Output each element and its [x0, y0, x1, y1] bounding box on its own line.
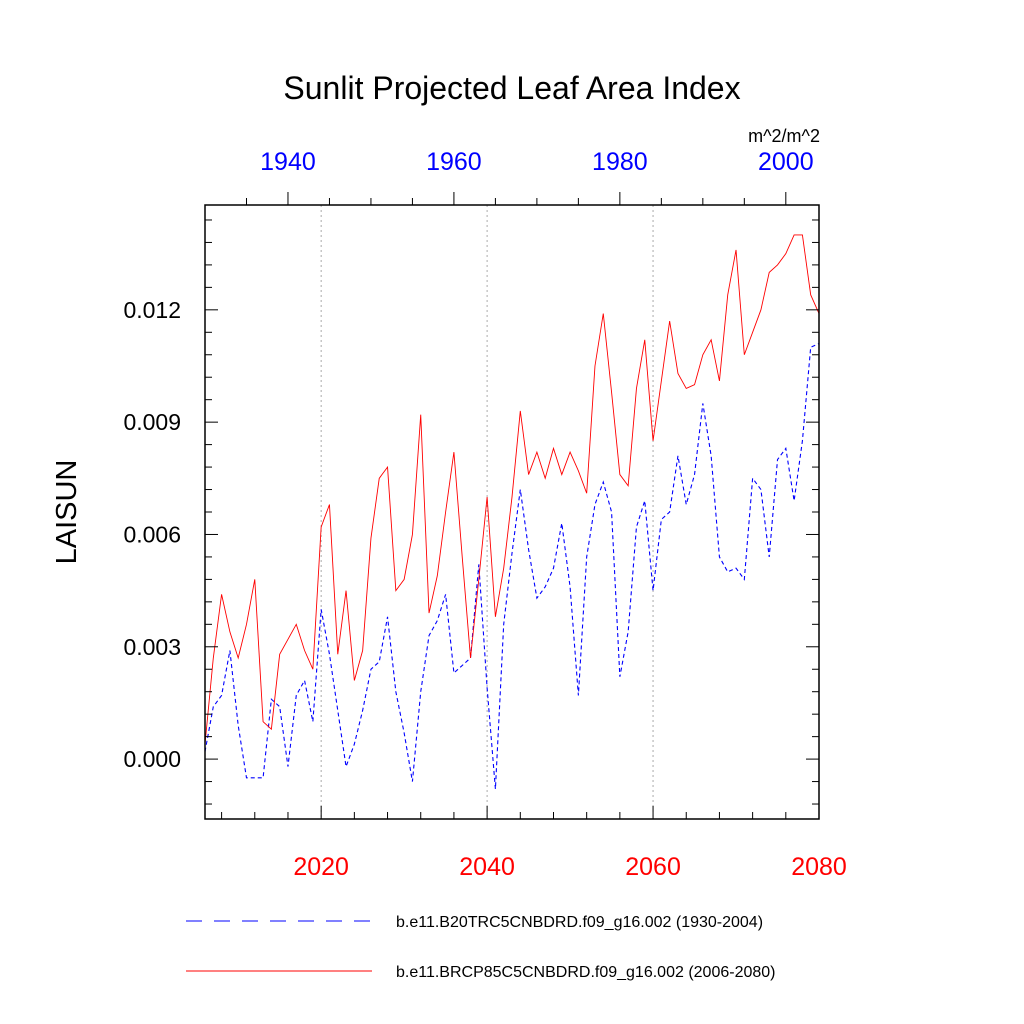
y-axis-label: LAISUN — [51, 460, 83, 565]
legend-label-1: b.e11.B20TRC5CNBDRD.f09_g16.002 (1930-20… — [396, 914, 763, 931]
x-top-tick-label: 2000 — [758, 148, 814, 176]
y-tick-label: 0.012 — [123, 297, 181, 323]
series-line-1 — [204, 343, 820, 790]
x-top-tick-label: 1980 — [592, 148, 648, 176]
y-tick-label: 0.003 — [123, 634, 181, 660]
legend-label-2: b.e11.BRCP85C5CNBDRD.f09_g16.002 (2006-2… — [396, 964, 775, 981]
axes: 0.000 0.003 0.006 0.009 0.012 2020 2040 2060 208… — [123, 148, 846, 881]
x-bottom-tick-label: 2040 — [459, 853, 515, 881]
y-tick-label: 0.000 — [123, 746, 181, 772]
x-top-tick-label: 1940 — [260, 148, 316, 176]
x-top-tick-label: 1960 — [426, 148, 482, 176]
series-line-2 — [204, 234, 820, 745]
y-tick-label: 0.006 — [123, 521, 181, 547]
chart-title: Sunlit Projected Leaf Area Index — [283, 70, 740, 106]
x-bottom-tick-label: 2020 — [293, 853, 349, 881]
legend: b.e11.B20TRC5CNBDRD.f09_g16.002 (1930-20… — [186, 914, 775, 981]
x-bottom-tick-label: 2060 — [625, 853, 681, 881]
grid-lines — [320, 205, 654, 819]
y-tick-label: 0.009 — [123, 409, 181, 435]
series-lines — [204, 234, 820, 790]
x-bottom-tick-label: 2080 — [791, 853, 847, 881]
plot-frame — [204, 204, 820, 820]
units-label: m^2/m^2 — [748, 126, 820, 146]
